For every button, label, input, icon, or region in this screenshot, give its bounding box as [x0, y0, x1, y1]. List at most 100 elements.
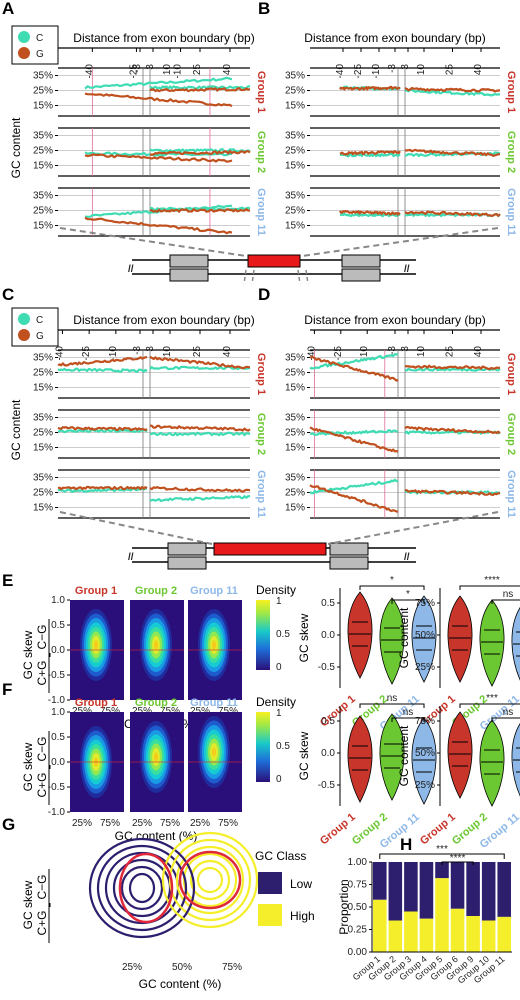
gc-class-title: GC Class — [255, 849, 306, 863]
density-contour — [212, 640, 216, 650]
exon-box — [213, 542, 327, 556]
group-label: Group 11 — [505, 188, 517, 236]
top-axis-tick-label: 3 — [145, 64, 156, 70]
y-tick-label: 35% — [285, 71, 305, 82]
C-series-line — [309, 429, 399, 436]
G-series-line — [339, 150, 401, 156]
sig-label: *** — [486, 693, 498, 704]
low-contour-highlight — [118, 852, 174, 924]
legend-box — [11, 307, 59, 347]
legend-swatch-C — [18, 313, 30, 325]
intron-box — [329, 542, 369, 556]
C-series-line — [84, 76, 233, 90]
violin-y-tick-label: 0.5 — [321, 598, 335, 609]
G-series-line — [404, 148, 501, 157]
heatmap-group-title: Group 2 — [135, 697, 177, 709]
y-tick-label: 25% — [33, 428, 53, 439]
top-axis-tick-label: 25 — [445, 346, 456, 358]
top-axis-tick-label: 25 — [192, 346, 203, 358]
bar-high — [373, 899, 387, 952]
violin-2 — [511, 723, 520, 797]
violin-0 — [447, 595, 473, 683]
exon-box — [247, 254, 301, 268]
G-series-line — [339, 210, 401, 216]
violin-y-title: GC skew — [297, 613, 311, 662]
heat-y-tick-label: 0.0 — [51, 757, 65, 768]
y-tick-label: 25% — [33, 488, 53, 499]
violin-y-tick-label: 75% — [415, 598, 435, 609]
heat-x-tick-label: 75% — [160, 706, 180, 717]
G-series-line — [84, 153, 233, 163]
density-tick-label: 0 — [276, 774, 282, 785]
zoom-connector — [327, 511, 499, 545]
y-tick-label: 15% — [285, 503, 305, 514]
heat-x-tick-label: 75% — [100, 706, 120, 717]
heat-y-tick-label: 1.0 — [51, 595, 65, 606]
y-tick-label: 25% — [33, 206, 53, 217]
G-series-line — [404, 210, 501, 217]
violin-1 — [479, 719, 505, 807]
legend-box — [11, 25, 59, 65]
sig-bracket — [359, 703, 425, 708]
C-series-line — [149, 365, 251, 371]
y-tick-label: 25% — [285, 146, 305, 157]
y-axis-title: GC content — [9, 399, 23, 460]
y-tick-label: 15% — [33, 503, 53, 514]
y-tick-label: 15% — [33, 383, 53, 394]
gc-skew-label: GC skew — [21, 742, 35, 791]
group-label: Group 1 — [255, 71, 267, 113]
violin-y-tick-label: 75% — [415, 716, 435, 727]
top-axis-title: Distance from exon boundary (bp) — [304, 31, 485, 45]
violin-y-tick-label: -0.5 — [318, 780, 336, 791]
top-axis-tick-label: -25 — [333, 346, 344, 361]
heat-x-tick-label: 25% — [190, 706, 210, 717]
G-series-line — [150, 150, 251, 156]
density-contour — [154, 640, 158, 650]
violin-1 — [379, 713, 405, 801]
bar-high — [388, 920, 403, 952]
y-tick-label: 15% — [33, 161, 53, 172]
heat-y-tick-label: 0.5 — [51, 620, 65, 631]
low-contour — [88, 837, 196, 939]
legend-label-low: Low — [290, 877, 312, 891]
high-contour — [196, 866, 224, 894]
heatmap-group-title: Group 2 — [135, 585, 177, 597]
y-tick-label: 25% — [285, 86, 305, 97]
heatmap-group-title: Group 1 — [75, 697, 117, 709]
G-series-line — [404, 86, 501, 93]
top-axis-tick-label: -10 — [371, 64, 382, 79]
gc-skew-numerator: C−G — [35, 624, 49, 649]
violin-y-tick-label: 25% — [415, 780, 435, 791]
sig-label: ns — [387, 693, 398, 704]
gc-skew-denominator: C+G — [35, 910, 49, 935]
sig-bracket — [391, 717, 425, 722]
heat-x-tick-label: 25% — [190, 818, 210, 829]
gc-skew-numerator: C−G — [35, 736, 49, 761]
h-y-tick-label: 0.50 — [348, 902, 368, 913]
bar-low — [450, 862, 465, 909]
top-axis-tick-label: -40 — [84, 64, 95, 79]
gc-skew-label: GC skew — [21, 630, 35, 679]
top-axis-tick-label: -40 — [335, 64, 346, 79]
heat-y-tick-label: -1.0 — [48, 807, 66, 818]
top-axis-tick-label: 10 — [162, 346, 173, 358]
g-x-tick-label: 50% — [172, 962, 192, 973]
violin-2 — [411, 595, 437, 683]
C-series-line — [339, 152, 401, 158]
panel-label-B: B — [258, 0, 270, 18]
heat-y-tick-label: -0.5 — [48, 782, 66, 793]
top-axis-tick-label: -10 — [108, 346, 119, 361]
top-axis-tick-label: -25 — [128, 64, 139, 79]
group-label: Group 11 — [255, 188, 267, 236]
y-axis-title: GC content — [9, 117, 23, 178]
bar-high — [497, 916, 511, 952]
legend-label-G: G — [36, 49, 44, 60]
top-axis-title: Distance from exon boundary (bp) — [73, 31, 254, 45]
bar-high — [419, 918, 434, 952]
violin-0 — [447, 711, 473, 799]
high-contour — [168, 838, 252, 922]
y-tick-label: 25% — [33, 86, 53, 97]
density-title: Density — [256, 695, 296, 709]
G-series-line — [149, 486, 251, 493]
